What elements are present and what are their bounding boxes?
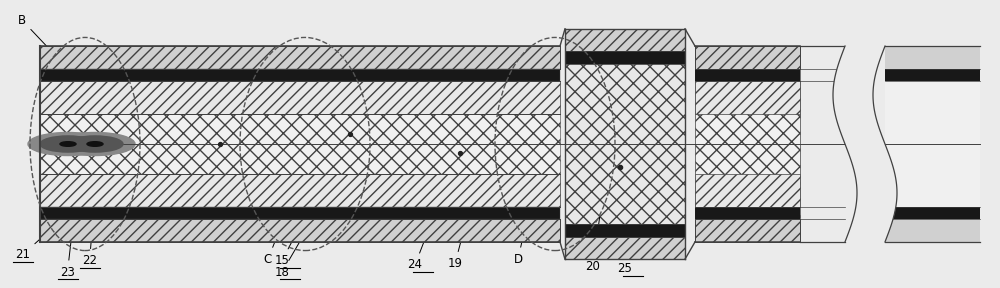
Text: 22: 22 xyxy=(82,235,97,267)
Text: 19: 19 xyxy=(448,217,467,270)
Polygon shape xyxy=(833,46,897,242)
Bar xyxy=(40,69,560,81)
Text: 21: 21 xyxy=(15,234,46,262)
Bar xyxy=(695,174,800,207)
Circle shape xyxy=(55,132,135,156)
Circle shape xyxy=(40,136,96,152)
Text: 15: 15 xyxy=(275,229,299,267)
Bar xyxy=(885,69,980,81)
Bar xyxy=(695,81,800,114)
Bar xyxy=(885,46,980,242)
Text: 20: 20 xyxy=(586,217,600,273)
Bar xyxy=(40,81,560,114)
Circle shape xyxy=(28,132,108,156)
Bar xyxy=(40,114,560,174)
Bar xyxy=(885,207,980,219)
Text: 23: 23 xyxy=(60,236,75,279)
Bar xyxy=(40,174,560,207)
Bar xyxy=(695,219,800,242)
Bar xyxy=(695,46,800,69)
Circle shape xyxy=(60,142,76,146)
Bar xyxy=(40,207,560,219)
Bar xyxy=(565,29,685,51)
Bar xyxy=(695,207,800,219)
Bar xyxy=(695,69,800,81)
Text: D: D xyxy=(513,217,527,266)
Bar xyxy=(885,46,980,69)
Circle shape xyxy=(67,136,123,152)
Bar xyxy=(40,46,560,69)
Text: 25: 25 xyxy=(618,229,637,275)
Text: 24: 24 xyxy=(408,229,429,272)
Bar xyxy=(565,237,685,259)
Bar xyxy=(40,219,560,242)
Bar xyxy=(695,46,800,242)
Bar xyxy=(565,51,685,64)
Text: B: B xyxy=(18,14,50,50)
Text: C: C xyxy=(264,219,284,266)
Bar xyxy=(565,29,685,259)
Bar xyxy=(565,224,685,237)
Text: 18: 18 xyxy=(275,235,304,279)
Circle shape xyxy=(87,142,103,146)
Bar xyxy=(885,219,980,242)
